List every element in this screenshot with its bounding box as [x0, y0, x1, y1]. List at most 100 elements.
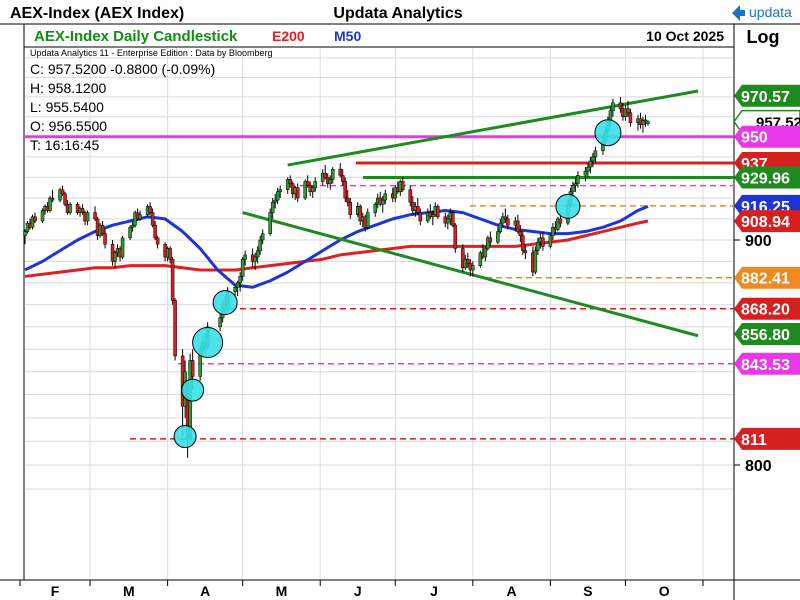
- candle-body: [278, 189, 282, 193]
- candle: [305, 175, 310, 188]
- price-level-label: 950: [741, 130, 768, 147]
- candle-body: [646, 121, 650, 124]
- ohlc-open: O: 956.5500: [30, 118, 107, 134]
- signal-circle: [173, 425, 197, 449]
- price-level-box: [734, 427, 800, 450]
- candle: [100, 220, 105, 236]
- candle: [80, 204, 85, 215]
- candle-body: [218, 317, 222, 328]
- candle-body: [340, 175, 345, 182]
- candle: [330, 167, 335, 184]
- candle: [418, 208, 423, 226]
- y-tick-label: 900: [745, 233, 772, 250]
- updata-logo: updata: [732, 4, 792, 21]
- price-level-tag: 929.96: [734, 166, 800, 189]
- candle-body: [478, 252, 483, 266]
- candle-body: [288, 179, 292, 184]
- candle-body: [240, 258, 245, 277]
- price-level-box: [734, 266, 800, 289]
- price-level-box: [734, 297, 800, 320]
- candle-body: [253, 256, 257, 262]
- candle: [646, 120, 650, 126]
- candle: [253, 252, 257, 270]
- candle-body: [643, 119, 648, 122]
- signal-circle: [555, 193, 581, 219]
- candle-body: [373, 204, 378, 213]
- candle: [33, 212, 37, 224]
- candle: [628, 108, 633, 127]
- price-level-lines: [24, 135, 734, 440]
- candle: [478, 250, 483, 268]
- candle-body: [436, 206, 440, 218]
- candle-body: [628, 112, 633, 123]
- trendline: [287, 89, 699, 167]
- candle: [285, 177, 290, 194]
- candle-body: [170, 258, 175, 301]
- x-tick-label: S: [583, 583, 592, 599]
- candle: [626, 100, 630, 117]
- candle: [50, 189, 55, 203]
- price-level-box: [734, 125, 800, 148]
- candle: [218, 313, 222, 332]
- price-level-labels: 970.57957.52950937929.96916.25908.94882.…: [733, 84, 800, 450]
- x-tick-label: M: [123, 583, 135, 599]
- candle: [48, 195, 52, 213]
- candle-body: [586, 166, 590, 172]
- candle-body: [238, 276, 242, 284]
- candle: [173, 298, 177, 361]
- candle-body: [80, 208, 85, 213]
- scale-label[interactable]: Log: [747, 27, 780, 47]
- candle: [58, 187, 62, 203]
- candle: [453, 223, 458, 253]
- candle-body: [93, 212, 97, 220]
- candle-body: [503, 216, 508, 220]
- candle-body: [120, 237, 125, 258]
- candle-body: [258, 239, 262, 251]
- candle: [103, 229, 107, 249]
- candle: [416, 198, 420, 215]
- candle: [498, 218, 503, 234]
- candle: [393, 185, 398, 203]
- candle-body: [60, 189, 65, 195]
- candle: [516, 214, 520, 234]
- signal-circle: [212, 290, 238, 316]
- candle-body: [608, 110, 613, 121]
- candle-body: [611, 102, 615, 112]
- candle: [573, 177, 578, 192]
- price-level-label: 856.80: [741, 327, 790, 344]
- candle-body: [401, 181, 405, 190]
- candle-body: [113, 252, 117, 262]
- candle: [168, 246, 172, 264]
- candle: [496, 227, 500, 245]
- chart-date: 10 Oct 2025: [646, 28, 724, 44]
- candle: [345, 189, 350, 207]
- price-level-label: 970.57: [741, 89, 790, 106]
- candle-body: [323, 173, 327, 178]
- candle-body: [330, 168, 335, 180]
- y-tick-label: 800: [745, 458, 772, 475]
- candle: [113, 250, 117, 268]
- candle: [533, 246, 538, 275]
- candle: [486, 235, 490, 251]
- candle: [593, 146, 598, 164]
- candle-body: [498, 222, 503, 232]
- price-level-box: [734, 84, 800, 107]
- candle: [268, 208, 272, 236]
- candle-body: [260, 233, 265, 241]
- price-level-label: 908.94: [741, 214, 790, 231]
- candle-body: [338, 168, 342, 176]
- candle: [641, 116, 645, 133]
- candle-body: [345, 197, 350, 203]
- candle-body: [233, 287, 237, 292]
- candle: [501, 212, 505, 228]
- candle: [255, 246, 260, 264]
- signal-circle: [181, 378, 205, 402]
- candle-body: [453, 224, 458, 249]
- candle-body: [483, 248, 488, 258]
- candle: [523, 244, 528, 260]
- candle-body: [583, 170, 588, 176]
- candle-body: [533, 250, 538, 273]
- candle-body: [446, 218, 450, 224]
- candle: [258, 235, 262, 255]
- candle-body: [571, 185, 575, 193]
